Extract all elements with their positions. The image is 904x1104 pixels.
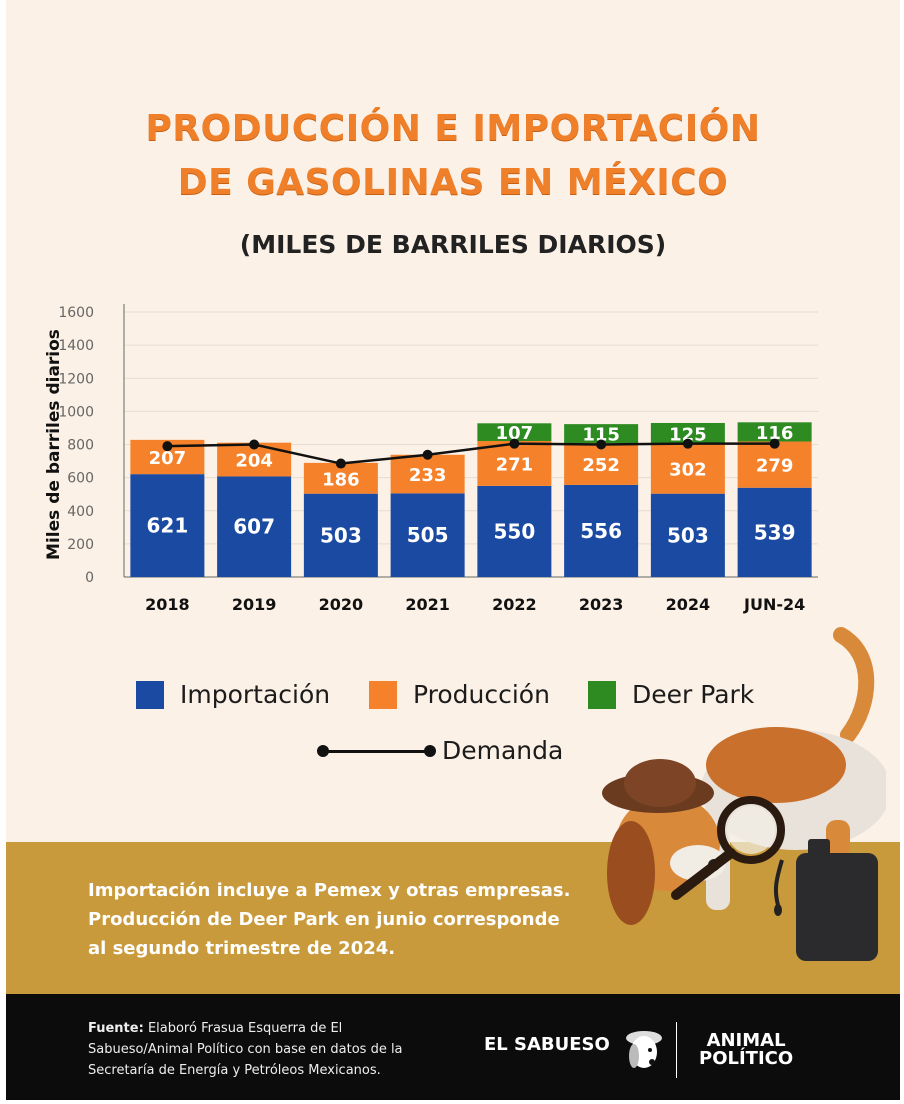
data-label-produccion: 271 (496, 454, 534, 475)
bar-produccion (390, 454, 465, 494)
data-label-importacion: 539 (754, 520, 796, 544)
bar-importacion (303, 493, 378, 577)
bar-deer-park (564, 424, 639, 444)
animal-politico-logo: ANIMAL POLÍTICO (699, 1032, 793, 1068)
data-label-deer-park: 115 (582, 425, 620, 446)
legend-swatch-deer-park (588, 680, 616, 709)
animal-politico-line1: ANIMAL (706, 1030, 786, 1051)
y-tick-label: 200 (67, 537, 94, 553)
el-sabueso-logo: EL SABUESO (484, 1034, 610, 1055)
note-line-2: Producción de Deer Park en junio corresp… (88, 909, 560, 930)
x-tick-label: 2021 (405, 595, 450, 614)
legend-label-deer-park: Deer Park (632, 680, 755, 709)
sabueso-dog-icon (626, 1031, 662, 1068)
y-tick-label: 600 (67, 471, 94, 487)
title-line-1: PRODUCCIÓN E IMPORTACIÓN (145, 108, 761, 149)
source-label: Fuente: (88, 1021, 144, 1036)
data-label-produccion: 302 (669, 460, 707, 481)
footer-divider (676, 1022, 677, 1078)
y-tick-label: 1200 (58, 371, 94, 387)
legend-demanda-dot-left (317, 745, 329, 757)
x-tick-label: 2024 (666, 595, 711, 614)
subtitle: (MILES DE BARRILES DIARIOS) (239, 230, 667, 259)
y-tick-label: 400 (67, 504, 94, 520)
legend-produccion: Producción (369, 680, 550, 709)
detective-dog-illustration (602, 627, 886, 961)
demand-point (769, 438, 780, 449)
data-label-importacion: 550 (494, 519, 536, 543)
x-tick-label: JUN-24 (743, 595, 805, 614)
note-text: Importación incluye a Pemex y otras empr… (88, 876, 570, 963)
data-label-importacion: 505 (407, 523, 449, 547)
animal-politico-line2: POLÍTICO (699, 1048, 794, 1069)
data-label-importacion: 503 (320, 523, 362, 547)
title-line-2: DE GASOLINAS EN MÉXICO (177, 162, 729, 203)
bar-importacion (390, 493, 465, 577)
infographic-card: PRODUCCIÓN E IMPORTACIÓN DE GASOLINAS EN… (6, 0, 900, 1100)
bar-importacion (130, 474, 205, 577)
data-label-deer-park: 116 (756, 423, 794, 444)
demand-point (335, 458, 346, 469)
legend-label-produccion: Producción (413, 680, 550, 709)
data-label-deer-park: 125 (669, 424, 707, 445)
legend-swatch-produccion (369, 680, 397, 709)
legend-label-demanda: Demanda (442, 736, 564, 765)
bar-deer-park (650, 422, 725, 444)
note-line-1: Importación incluye a Pemex y otras empr… (88, 880, 571, 901)
note-banner: Importación incluye a Pemex y otras empr… (6, 842, 900, 994)
data-label-produccion: 252 (582, 455, 620, 476)
demand-point (162, 441, 173, 452)
data-label-produccion: 279 (756, 456, 794, 477)
y-tick-label: 1000 (58, 404, 94, 420)
demand-point (509, 438, 520, 449)
legend-importacion: Importación (136, 680, 330, 709)
legend-label-importacion: Importación (180, 680, 331, 709)
x-tick-label: 2020 (319, 595, 364, 614)
bar-importacion (650, 493, 725, 577)
bar-produccion (564, 443, 639, 485)
source-text: Fuente: Elaboró Frasua Esquerra de El Sa… (88, 1018, 448, 1081)
data-label-produccion: 204 (235, 451, 273, 472)
footer: Fuente: Elaboró Frasua Esquerra de El Sa… (6, 994, 900, 1100)
data-label-produccion: 186 (322, 469, 360, 490)
legend-deer-park: Deer Park (588, 680, 754, 709)
x-tick-label: 2018 (145, 595, 190, 614)
bar-produccion (737, 441, 812, 488)
bar-importacion (217, 476, 292, 577)
data-label-importacion: 556 (580, 519, 622, 543)
demand-point (249, 439, 260, 450)
legend-demanda-line (322, 750, 434, 753)
legend-swatch-importacion (136, 680, 164, 709)
legend-demanda-dot-right (424, 745, 436, 757)
source-body: Elaboró Frasua Esquerra de El Sabueso/An… (88, 1021, 403, 1078)
x-tick-label: 2023 (579, 595, 624, 614)
note-line-3: al segundo trimestre de 2024. (88, 938, 396, 959)
demand-point (682, 438, 693, 449)
demand-point (422, 449, 433, 460)
x-tick-label: 2022 (492, 595, 537, 614)
stacked-bar-chart: 0 200 400 600 800 1000 1200 1400 1600 Miles de ba… (44, 304, 818, 614)
data-label-importacion: 503 (667, 523, 709, 547)
x-tick-label: 2019 (232, 595, 277, 614)
data-label-importacion: 607 (233, 515, 275, 539)
y-axis-title: Miles de barriles diarios (44, 329, 64, 560)
data-label-produccion: 233 (409, 465, 447, 486)
bar-deer-park (737, 422, 812, 442)
data-label-importacion: 621 (147, 514, 189, 538)
bar-importacion (564, 484, 639, 577)
y-tick-label: 1600 (58, 305, 94, 321)
data-label-deer-park: 107 (496, 423, 534, 444)
y-tick-label: 0 (85, 570, 94, 586)
y-tick-label: 800 (67, 438, 94, 454)
demand-point (596, 439, 607, 450)
demand-line (167, 442, 775, 465)
bar-produccion (650, 443, 725, 494)
bar-importacion (477, 485, 552, 577)
data-label-produccion: 207 (149, 448, 187, 469)
bar-importacion (737, 487, 812, 577)
y-tick-label: 1400 (58, 338, 94, 354)
bar-deer-park (477, 423, 552, 442)
